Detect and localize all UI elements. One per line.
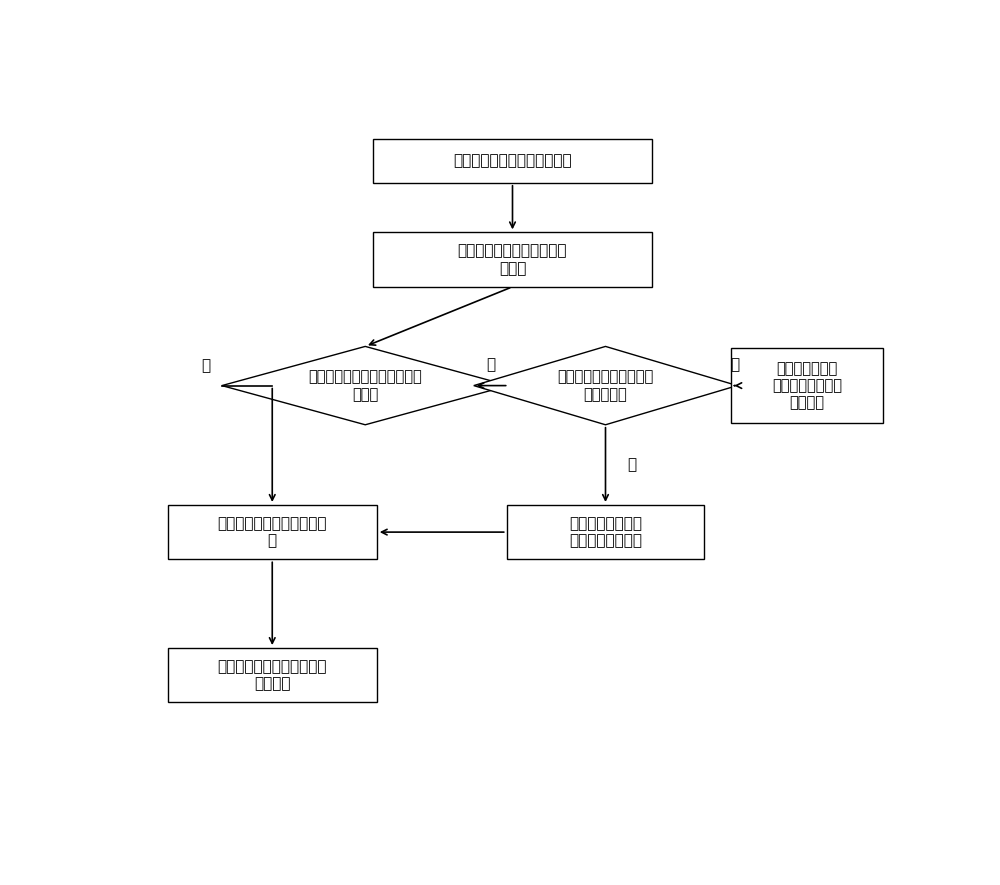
Text: 获取充电时间内充电费率信
息: 获取充电时间内充电费率信 息 bbox=[218, 516, 327, 549]
Text: 充电功率之和等于充电机
总输出功率: 充电功率之和等于充电机 总输出功率 bbox=[557, 369, 654, 402]
FancyBboxPatch shape bbox=[731, 348, 883, 423]
Polygon shape bbox=[474, 346, 737, 425]
Text: 按照充电时间比例
分配两口充电功率: 按照充电时间比例 分配两口充电功率 bbox=[569, 516, 642, 549]
Text: 是: 是 bbox=[201, 358, 210, 373]
FancyBboxPatch shape bbox=[373, 139, 652, 183]
Text: 充电桩按照预定流程启动充电: 充电桩按照预定流程启动充电 bbox=[453, 153, 572, 168]
Text: 不能满足充电要
求，提示功率需求
大的用户: 不能满足充电要 求，提示功率需求 大的用户 bbox=[772, 361, 842, 411]
FancyBboxPatch shape bbox=[373, 232, 652, 287]
FancyBboxPatch shape bbox=[507, 504, 704, 559]
Text: 否: 否 bbox=[487, 357, 496, 372]
Text: 是: 是 bbox=[627, 458, 636, 473]
Polygon shape bbox=[222, 346, 509, 425]
Text: 否: 否 bbox=[730, 357, 739, 372]
Text: 充电功率之和小于充电机总输
出功率: 充电功率之和小于充电机总输 出功率 bbox=[308, 369, 422, 402]
FancyBboxPatch shape bbox=[168, 504, 377, 559]
FancyBboxPatch shape bbox=[168, 648, 377, 703]
Text: 按照最小成本计算各时间段
充电功率: 按照最小成本计算各时间段 充电功率 bbox=[218, 659, 327, 691]
Text: 计算满足充电需求的最小充
电功率: 计算满足充电需求的最小充 电功率 bbox=[458, 243, 567, 276]
